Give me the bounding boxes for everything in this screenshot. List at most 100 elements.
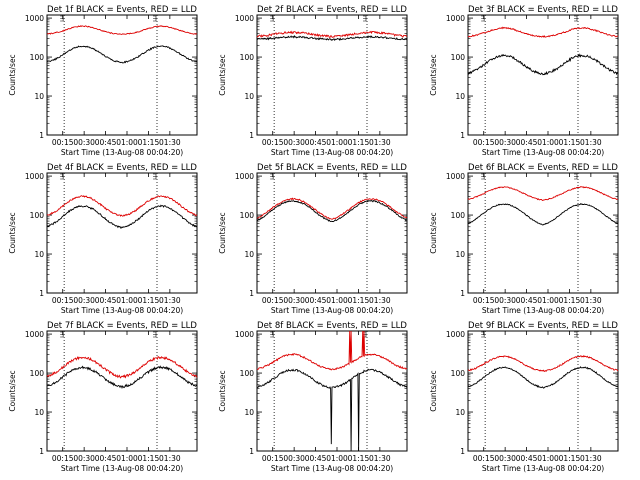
x-tick-label: 00:45 — [95, 454, 117, 463]
x-tick-label: 00:30 — [73, 454, 95, 463]
x-tick-label: 01:00 — [326, 454, 348, 463]
x-tick-label: 01:00 — [116, 296, 138, 305]
plot-frame — [46, 172, 198, 294]
y-axis-label: Counts/sec — [429, 212, 438, 253]
x-tick-label: 01:00 — [537, 138, 559, 147]
marker-flag — [153, 173, 157, 180]
x-tick-label: 00:30 — [73, 138, 95, 147]
x-tick-label: 01:00 — [116, 138, 138, 147]
marker-flag — [363, 173, 367, 180]
x-tick-label: 01:00 — [116, 454, 138, 463]
x-tick-label: 01:30 — [159, 296, 181, 305]
series-line-lld — [467, 354, 619, 372]
x-tick-label: 00:30 — [494, 454, 516, 463]
x-axis-label: Start Time (13-Aug-08 00:04:20) — [61, 464, 183, 473]
x-tick-label: 00:45 — [95, 296, 117, 305]
x-tick-label: 01:00 — [326, 138, 348, 147]
marker-flag — [270, 173, 274, 180]
x-tick-label: 01:30 — [159, 454, 181, 463]
x-tick-label: 01:15 — [138, 138, 160, 147]
y-tick-label: 1000 — [446, 172, 465, 181]
x-tick-label: 00:15 — [262, 138, 284, 147]
marker-flag — [481, 173, 485, 180]
x-tick-label: 01:30 — [369, 138, 391, 147]
y-tick-label: 1 — [460, 447, 465, 456]
x-tick-label: 01:00 — [537, 296, 559, 305]
x-tick-label: 01:15 — [138, 454, 160, 463]
x-tick-label: 00:45 — [516, 296, 538, 305]
x-tick-label: 01:15 — [138, 296, 160, 305]
x-tick-label: 00:15 — [52, 454, 74, 463]
y-tick-label: 10 — [455, 408, 465, 417]
marker-flag — [60, 331, 64, 338]
y-tick-label: 1 — [39, 289, 44, 298]
x-tick-label: 00:30 — [494, 138, 516, 147]
marker-flag — [153, 15, 157, 22]
y-axis-label: Counts/sec — [218, 212, 227, 253]
plot-frame — [256, 172, 408, 294]
x-tick-label: 01:15 — [348, 296, 370, 305]
y-axis-label: Counts/sec — [8, 54, 17, 95]
marker-flag — [153, 331, 157, 338]
x-tick-label: 00:15 — [473, 296, 495, 305]
x-tick-label: 00:30 — [73, 296, 95, 305]
y-axis-label: Counts/sec — [218, 370, 227, 411]
x-tick-label: 01:15 — [348, 138, 370, 147]
x-axis-label: Start Time (13-Aug-08 00:04:20) — [271, 464, 393, 473]
x-tick-label: 00:15 — [262, 296, 284, 305]
y-axis-label: Counts/sec — [429, 54, 438, 95]
chart-title: Det 6f BLACK = Events, RED = LLD — [468, 163, 618, 173]
chart-title: Det 3f BLACK = Events, RED = LLD — [468, 5, 618, 15]
y-tick-label: 1 — [460, 131, 465, 140]
series-line-lld — [46, 195, 198, 217]
chart-title: Det 9f BLACK = Events, RED = LLD — [468, 321, 618, 331]
y-tick-label: 100 — [240, 369, 255, 378]
panel-det-9: Det 9f BLACK = Events, RED = LLD Start Ti… — [429, 321, 619, 473]
panel-det-8: Det 8f BLACK = Events, RED = LLD Start Ti… — [218, 321, 408, 473]
x-tick-label: 01:30 — [580, 296, 602, 305]
y-tick-label: 1 — [39, 131, 44, 140]
x-tick-label: 00:30 — [283, 138, 305, 147]
x-tick-label: 01:30 — [159, 138, 181, 147]
y-tick-label: 1 — [249, 447, 254, 456]
x-axis-label: Start Time (13-Aug-08 00:04:20) — [271, 306, 393, 315]
y-tick-label: 1000 — [25, 172, 44, 181]
x-tick-label: 00:30 — [494, 296, 516, 305]
x-tick-label: 01:30 — [580, 454, 602, 463]
y-tick-label: 100 — [30, 53, 45, 62]
panel-det-4: Det 4f BLACK = Events, RED = LLD Start Ti… — [8, 163, 198, 315]
panel-det-7: Det 7f BLACK = Events, RED = LLD Start Ti… — [8, 321, 198, 473]
chart-title: Det 8f BLACK = Events, RED = LLD — [257, 321, 407, 331]
marker-flag — [574, 331, 578, 338]
y-tick-label: 100 — [240, 53, 255, 62]
marker-flag — [60, 15, 64, 22]
x-tick-label: 01:00 — [326, 296, 348, 305]
x-tick-label: 00:45 — [305, 454, 327, 463]
marker-flag — [270, 15, 274, 22]
panel-det-1: Det 1f BLACK = Events, RED = LLD Start Ti… — [8, 5, 198, 157]
x-tick-label: 01:30 — [369, 454, 391, 463]
x-tick-label: 00:30 — [283, 296, 305, 305]
marker-flag — [481, 331, 485, 338]
y-tick-label: 100 — [451, 211, 466, 220]
y-tick-label: 1000 — [25, 14, 44, 23]
plot-frame — [46, 14, 198, 136]
panel-det-5: Det 5f BLACK = Events, RED = LLD Start Ti… — [218, 163, 408, 315]
marker-flag — [60, 173, 64, 180]
y-tick-label: 1000 — [235, 330, 254, 339]
panel-det-2: Det 2f BLACK = Events, RED = LLD Start Ti… — [218, 5, 408, 157]
chart-title: Det 2f BLACK = Events, RED = LLD — [257, 5, 407, 15]
series-line-events — [256, 35, 408, 42]
y-tick-label: 10 — [34, 250, 44, 259]
y-tick-label: 100 — [30, 211, 45, 220]
y-axis-label: Counts/sec — [8, 212, 17, 253]
y-tick-label: 100 — [451, 369, 466, 378]
x-axis-label: Start Time (13-Aug-08 00:04:20) — [271, 148, 393, 157]
plot-frame — [467, 330, 619, 452]
x-tick-label: 01:15 — [559, 138, 581, 147]
y-tick-label: 10 — [455, 92, 465, 101]
x-tick-label: 00:45 — [95, 138, 117, 147]
y-tick-label: 1000 — [235, 172, 254, 181]
x-tick-label: 00:45 — [305, 138, 327, 147]
chart-title: Det 5f BLACK = Events, RED = LLD — [257, 163, 407, 173]
